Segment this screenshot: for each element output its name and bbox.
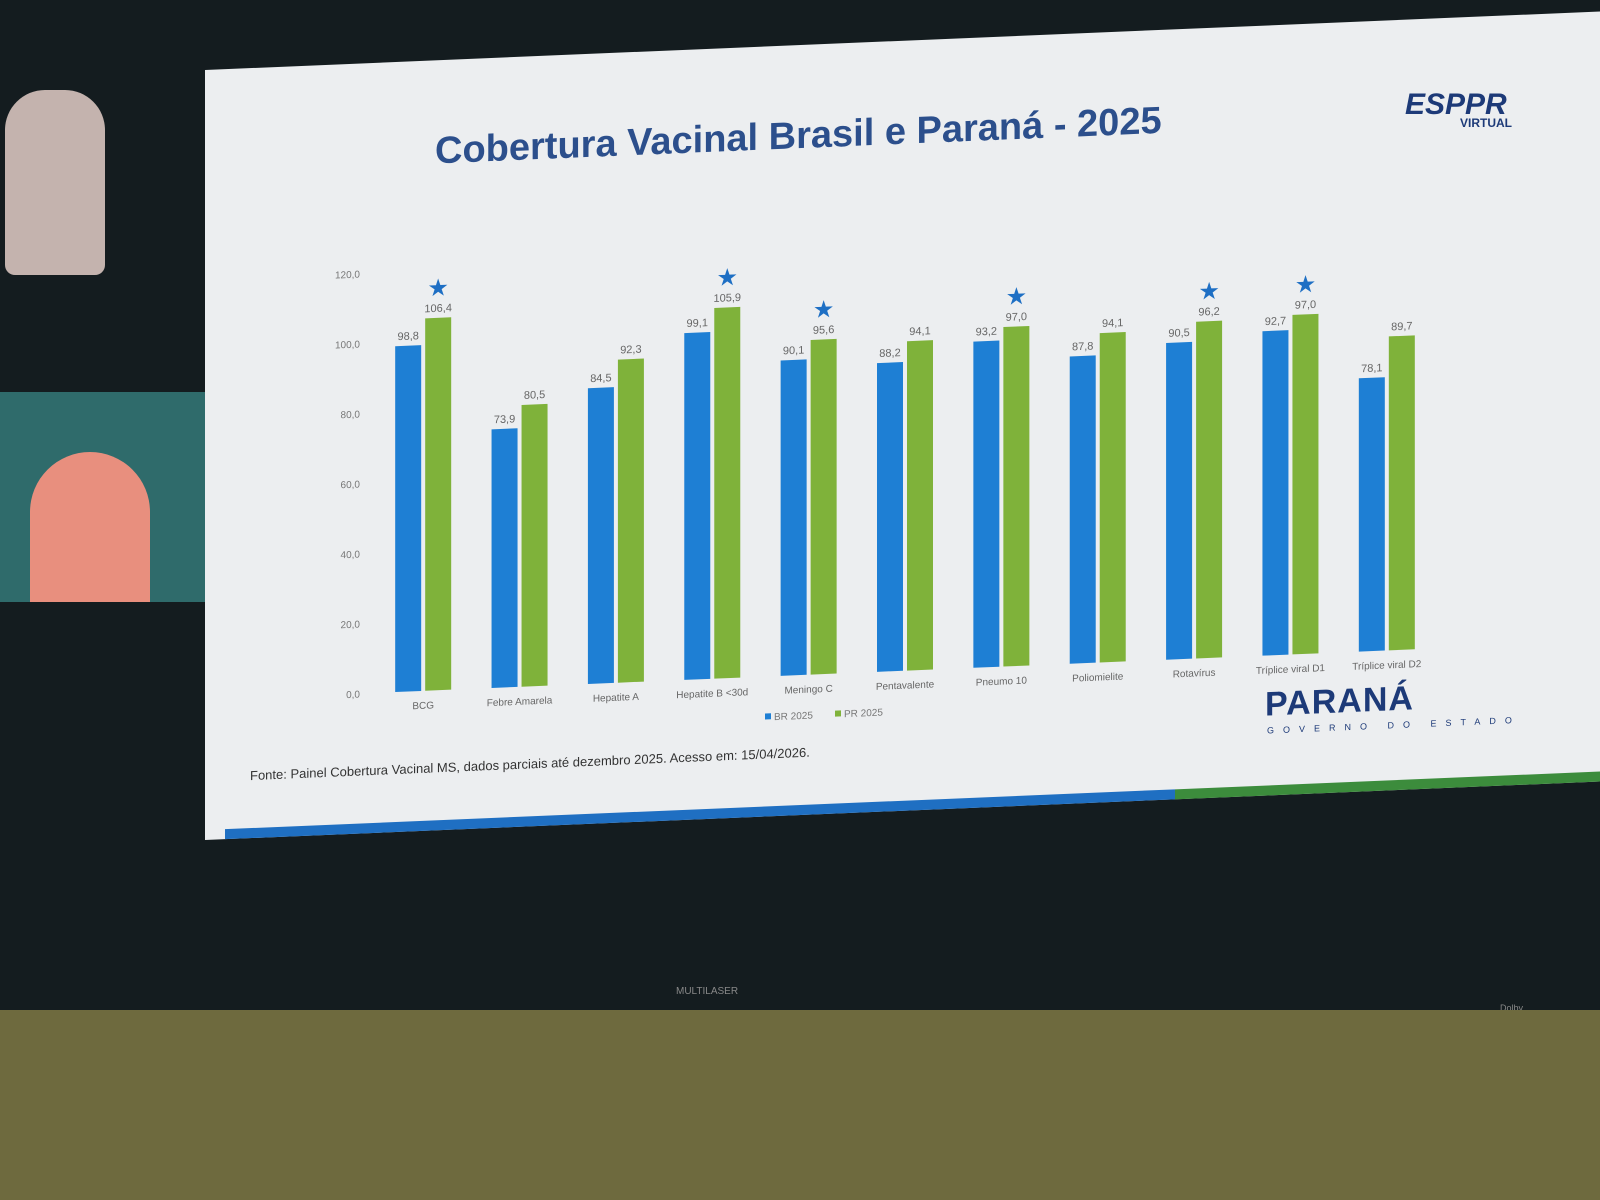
bar-br xyxy=(973,340,1000,668)
bar-pr xyxy=(714,306,741,679)
y-tick-label: 100,0 xyxy=(335,339,360,351)
data-label: 92,7 xyxy=(1265,315,1286,328)
bar-br xyxy=(1069,355,1096,664)
bar-br xyxy=(491,428,518,688)
bar-br xyxy=(684,331,711,680)
footer-stripe-blue xyxy=(225,789,1175,840)
bar-pr xyxy=(1196,320,1223,659)
bar-br xyxy=(1262,330,1289,656)
data-label: 97,0 xyxy=(1006,311,1027,324)
nurse-illustration xyxy=(5,90,105,275)
y-tick-label: 60,0 xyxy=(341,479,361,491)
parana-logo: PARANÁ xyxy=(1265,679,1414,724)
data-label: 93,2 xyxy=(976,326,997,339)
star-icon: ★ xyxy=(1295,271,1317,299)
bar-pr xyxy=(907,340,933,671)
y-tick-label: 20,0 xyxy=(341,619,361,631)
tv-screen: Cobertura Vacinal Brasil e Paraná - 2025… xyxy=(0,11,1600,1013)
legend-label: BR 2025 xyxy=(774,711,813,724)
legend-swatch xyxy=(835,710,841,717)
slide: Cobertura Vacinal Brasil e Paraná - 2025… xyxy=(205,11,1600,841)
x-tick-label: Pneumo 10 xyxy=(976,676,1028,689)
star-icon: ★ xyxy=(717,264,739,292)
x-tick-label: Tríplice viral D2 xyxy=(1352,659,1421,673)
x-tick-label: BCG xyxy=(412,700,434,712)
bar-chart: 0,020,040,060,080,0100,0120,098,8106,4★B… xyxy=(335,264,1422,724)
footer-stripe-green xyxy=(1175,771,1600,800)
y-tick-label: 40,0 xyxy=(341,549,361,561)
bar-pr xyxy=(1388,335,1415,651)
data-label: 89,7 xyxy=(1391,320,1412,333)
tv-brand: MULTILASER xyxy=(676,986,739,997)
data-label: 87,8 xyxy=(1072,340,1093,353)
data-label: 106,4 xyxy=(424,302,452,315)
legend-label: PR 2025 xyxy=(844,708,883,721)
bar-br xyxy=(877,362,903,672)
bar-br xyxy=(1166,341,1193,660)
bar-pr xyxy=(617,358,644,683)
data-label: 97,0 xyxy=(1295,299,1316,312)
data-label: 99,1 xyxy=(687,317,708,330)
y-tick-label: 120,0 xyxy=(335,269,360,281)
data-label: 92,3 xyxy=(620,344,641,357)
data-label: 98,8 xyxy=(397,330,418,343)
bar-br xyxy=(587,387,614,684)
data-label: 78,1 xyxy=(1361,362,1382,375)
data-label: 88,2 xyxy=(879,347,900,360)
bar-pr xyxy=(425,317,452,691)
bar-pr xyxy=(1292,313,1319,655)
bar-pr xyxy=(1099,332,1126,663)
bar-pr xyxy=(810,338,837,675)
star-icon: ★ xyxy=(813,296,835,324)
data-label: 73,9 xyxy=(494,413,515,426)
x-tick-label: Pentavalente xyxy=(876,679,935,692)
bar-br xyxy=(395,345,422,693)
data-label: 96,2 xyxy=(1198,306,1219,319)
data-label: 80,5 xyxy=(524,389,545,402)
x-tick-label: Febre Amarela xyxy=(487,695,553,709)
x-tick-label: Rotavírus xyxy=(1173,668,1216,681)
data-label: 95,6 xyxy=(813,324,834,337)
bar-pr xyxy=(1003,325,1030,667)
data-label: 105,9 xyxy=(714,292,742,305)
presenter xyxy=(30,452,150,602)
dolby-logo: Dolby xyxy=(1500,1003,1524,1013)
y-tick-label: 80,0 xyxy=(341,409,361,421)
x-tick-label: Hepatite A xyxy=(593,692,639,705)
esppr-logo-subtitle: VIRTUAL xyxy=(1460,116,1512,130)
star-icon: ★ xyxy=(1006,283,1028,311)
x-tick-label: Tríplice viral D1 xyxy=(1256,663,1325,677)
data-label: 90,5 xyxy=(1168,327,1189,340)
bar-br xyxy=(1358,377,1385,652)
star-icon: ★ xyxy=(1198,278,1220,306)
data-label: 94,1 xyxy=(909,325,930,338)
y-tick-label: 0,0 xyxy=(346,689,360,701)
data-label: 90,1 xyxy=(783,345,804,358)
esppr-logo: ESPPR xyxy=(1405,88,1507,121)
star-icon: ★ xyxy=(427,274,449,302)
wall xyxy=(0,1010,1600,1200)
legend-swatch xyxy=(765,713,771,720)
x-tick-label: Meningo C xyxy=(784,684,832,697)
bar-br xyxy=(780,359,807,676)
x-tick-label: Hepatite B <30d xyxy=(676,687,748,701)
data-label: 94,1 xyxy=(1102,317,1123,330)
data-label: 84,5 xyxy=(590,372,611,385)
presenter-video xyxy=(0,392,208,602)
bar-pr xyxy=(521,403,548,687)
x-tick-label: Poliomielite xyxy=(1072,671,1124,684)
